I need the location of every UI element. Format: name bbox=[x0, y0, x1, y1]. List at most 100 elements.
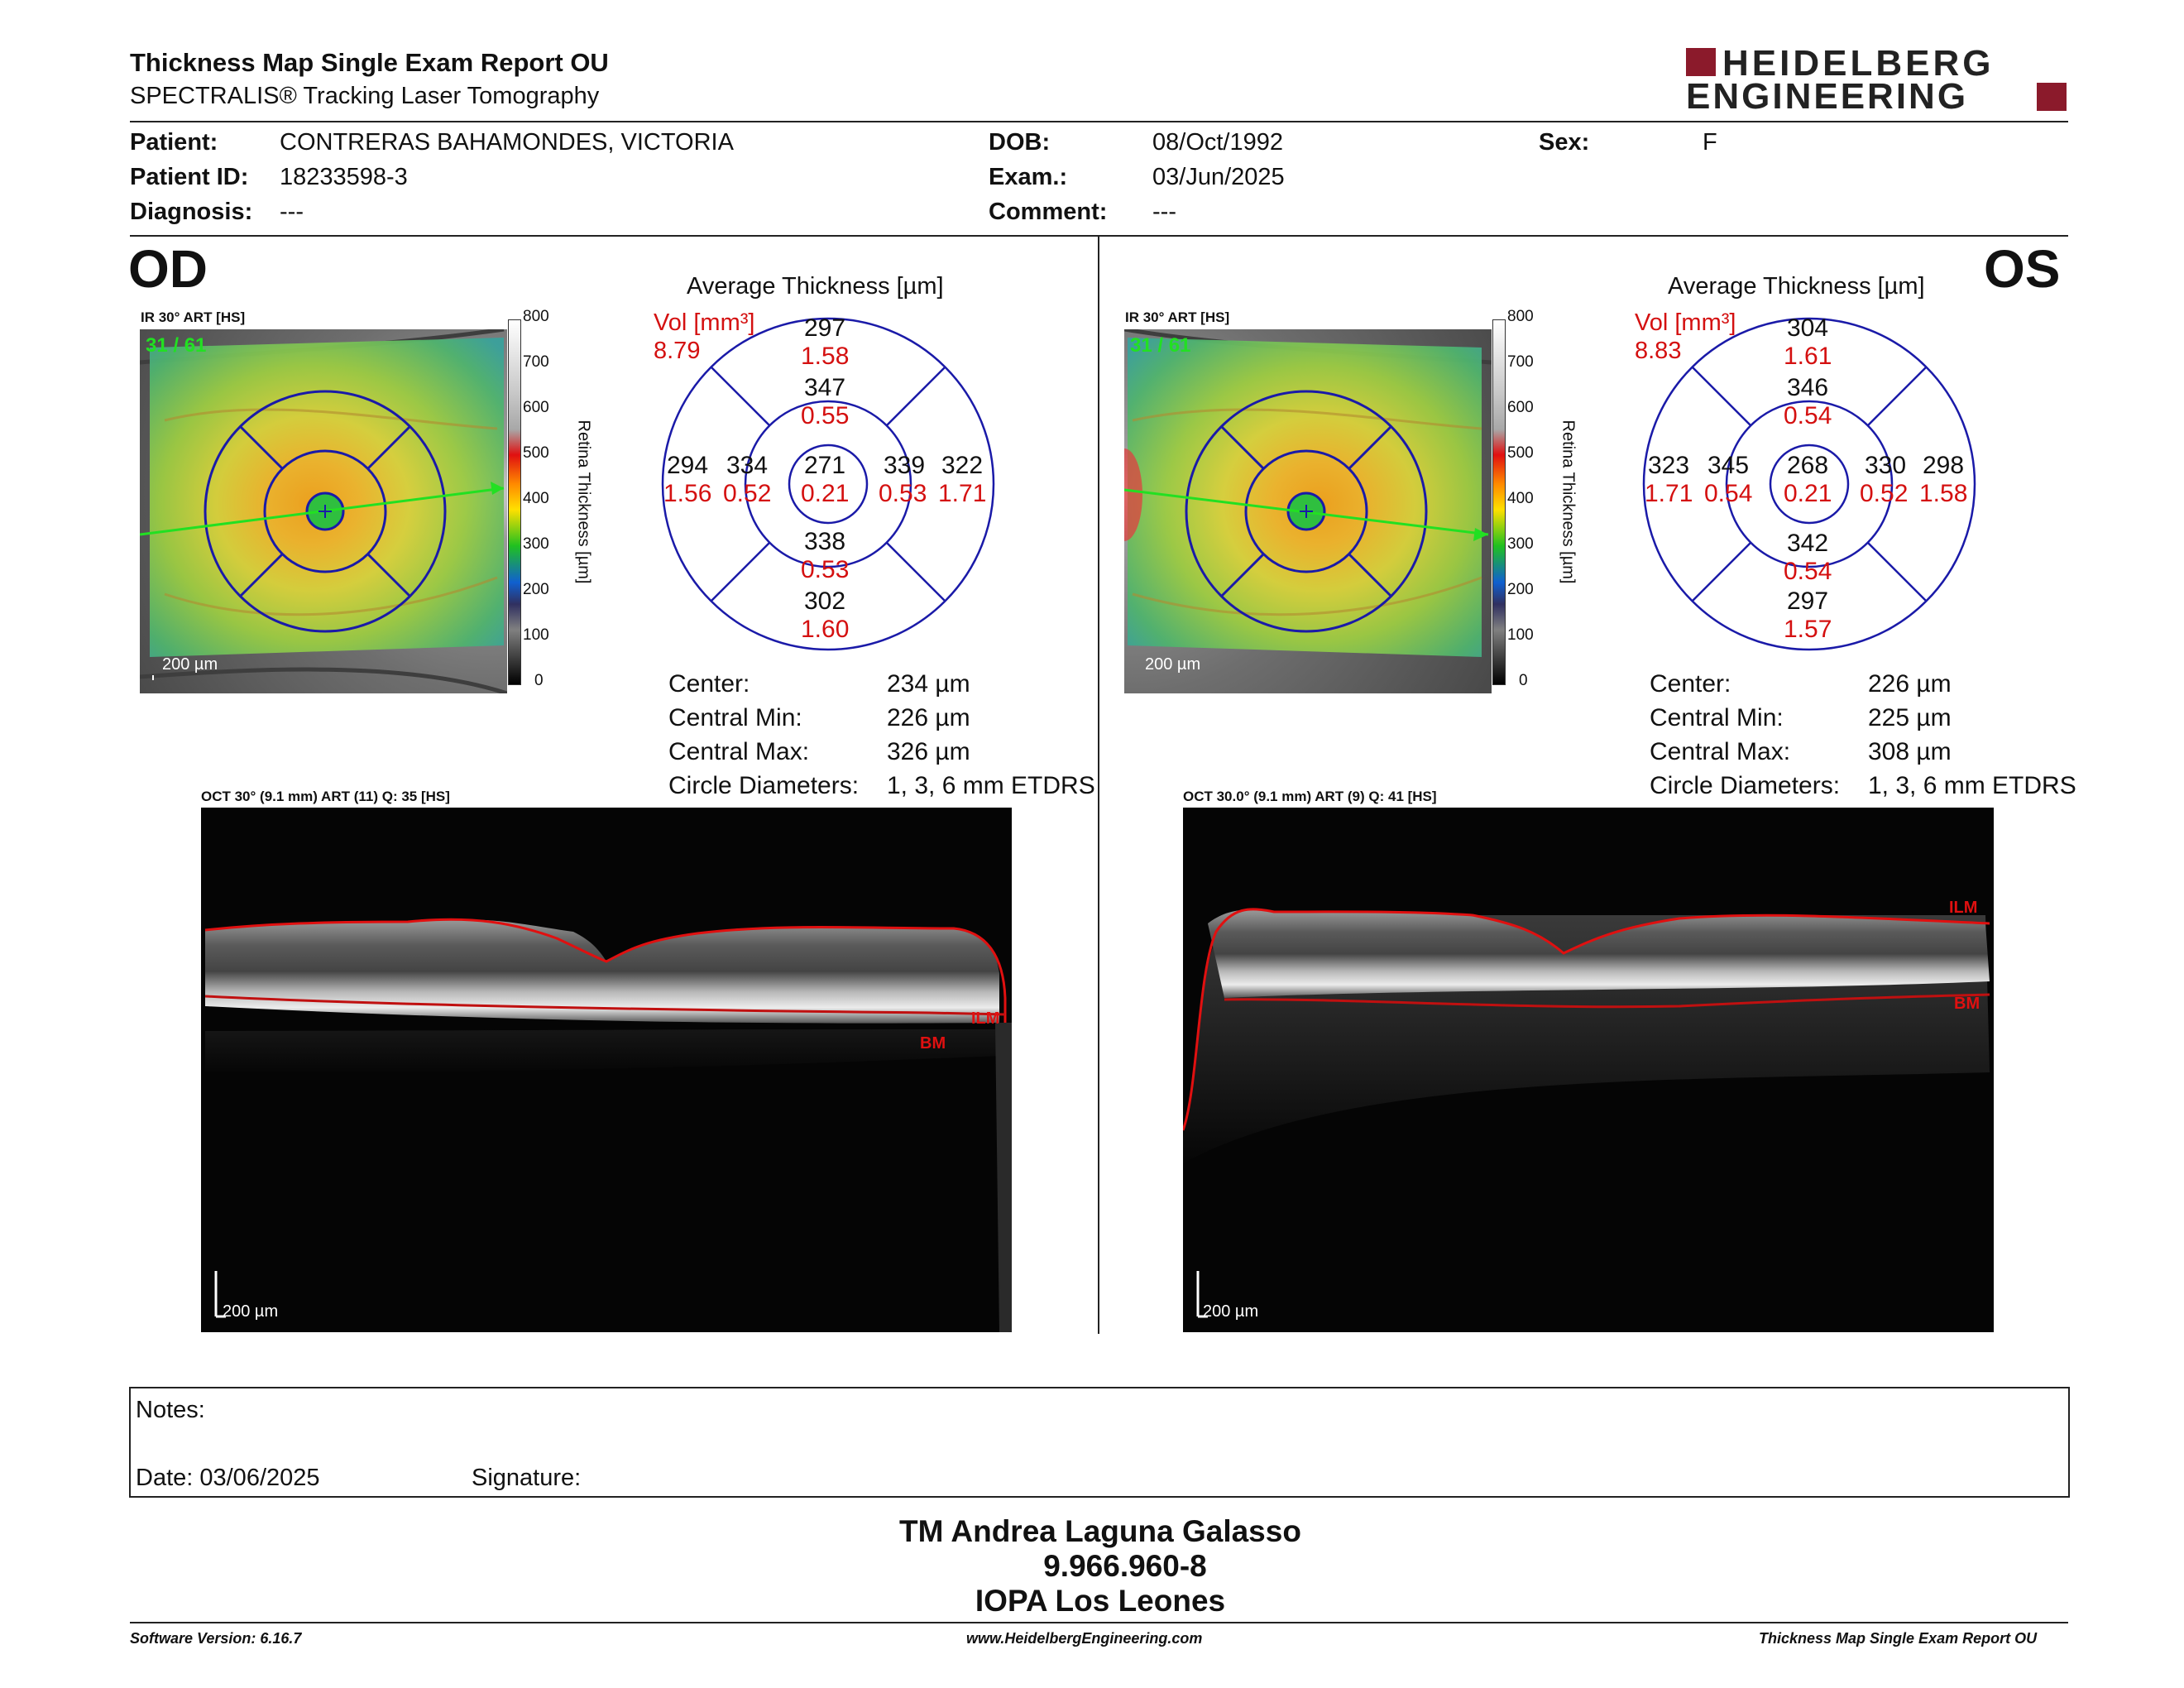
os-eye-label: OS bbox=[1984, 239, 2061, 299]
od-center-label: Center: bbox=[668, 670, 750, 698]
exam-value: 03/Jun/2025 bbox=[1152, 164, 1285, 190]
patient-label: Patient: bbox=[130, 129, 218, 156]
comment-label: Comment: bbox=[989, 199, 1108, 225]
tick-800: 800 bbox=[1507, 308, 1534, 325]
sex-label: Sex: bbox=[1539, 129, 1590, 156]
heidelberg-logo: HEIDELBERG ENGINEERING bbox=[1686, 43, 2067, 117]
os-diam-label: Circle Diameters: bbox=[1650, 772, 1841, 799]
od-min-value: 226 µm bbox=[887, 704, 970, 731]
os-outer-inf-t: 297 bbox=[1787, 587, 1829, 615]
od-inner-sup-t: 347 bbox=[804, 374, 846, 401]
tick-100: 100 bbox=[523, 626, 549, 644]
os-inner-inf-v: 0.54 bbox=[1784, 558, 1832, 585]
od-etdrs-grid bbox=[661, 317, 995, 651]
od-outer-sup-v: 1.58 bbox=[801, 343, 850, 370]
tick-600: 600 bbox=[1507, 399, 1534, 416]
center-divider bbox=[1098, 237, 1099, 1334]
os-map-scale: 200 µm bbox=[1145, 655, 1201, 674]
od-inner-left-v: 0.52 bbox=[723, 480, 772, 507]
od-outer-right-t: 322 bbox=[941, 452, 984, 479]
os-inner-sup-v: 0.54 bbox=[1784, 402, 1832, 429]
os-outer-right-v: 1.58 bbox=[1919, 480, 1968, 507]
od-outer-right-v: 1.71 bbox=[938, 480, 987, 507]
od-colorbar bbox=[508, 319, 521, 685]
os-colorbar-ticks: 800 700 600 500 400 300 200 100 0 bbox=[1507, 308, 1540, 689]
signer-name: TM Andrea Laguna Galasso bbox=[899, 1514, 1301, 1548]
od-ilm-label: ILM bbox=[971, 1009, 1000, 1028]
footer-divider bbox=[130, 1622, 2068, 1623]
tick-500: 500 bbox=[523, 444, 549, 462]
od-outer-left-t: 294 bbox=[667, 452, 709, 479]
os-bm-label: BM bbox=[1954, 995, 1980, 1013]
os-center-value: 226 µm bbox=[1868, 670, 1952, 698]
od-inner-left-t: 334 bbox=[726, 452, 769, 479]
os-vol-label: Vol [mm³] bbox=[1635, 309, 1736, 336]
od-vol-total: 8.79 bbox=[654, 338, 701, 364]
od-eye-label: OD bbox=[128, 239, 208, 299]
footer-report: Thickness Map Single Exam Report OU bbox=[1759, 1630, 2038, 1647]
logo-line1: HEIDELBERG bbox=[1722, 43, 1995, 84]
od-diam-label: Circle Diameters: bbox=[668, 772, 860, 799]
od-frame-counter: 31 / 61 bbox=[146, 334, 207, 357]
footer-website[interactable]: www.HeidelbergEngineering.com bbox=[966, 1630, 1203, 1647]
od-bm-label: BM bbox=[920, 1034, 946, 1053]
os-vol-total: 8.83 bbox=[1635, 338, 1682, 364]
dob-value: 08/Oct/1992 bbox=[1152, 129, 1283, 156]
os-oct-label: OCT 30.0° (9.1 mm) ART (9) Q: 41 [HS] bbox=[1183, 789, 1437, 804]
sex-value: F bbox=[1703, 129, 1717, 156]
od-inner-sup-v: 0.55 bbox=[801, 402, 850, 429]
logo-square-bottom bbox=[2037, 83, 2067, 111]
os-frame-counter: 31 / 61 bbox=[1130, 334, 1191, 357]
report-title: Thickness Map Single Exam Report OU bbox=[130, 48, 609, 77]
os-max-value: 308 µm bbox=[1868, 738, 1952, 765]
dob-label: DOB: bbox=[989, 129, 1051, 156]
od-oct-label: OCT 30° (9.1 mm) ART (11) Q: 35 [HS] bbox=[201, 789, 450, 804]
od-oct-bscan bbox=[201, 808, 1012, 1332]
tick-400: 400 bbox=[1507, 490, 1534, 507]
notes-box[interactable] bbox=[129, 1387, 2070, 1498]
od-center-t: 271 bbox=[804, 452, 846, 479]
od-max-label: Central Max: bbox=[668, 738, 810, 765]
tick-100: 100 bbox=[1507, 626, 1534, 644]
od-outer-inf-v: 1.60 bbox=[801, 616, 850, 643]
os-max-label: Central Max: bbox=[1650, 738, 1791, 765]
tick-700: 700 bbox=[1507, 353, 1534, 371]
report-subtitle: SPECTRALIS® Tracking Laser Tomography bbox=[130, 83, 600, 109]
od-center-v: 0.21 bbox=[801, 480, 850, 507]
od-diam-value: 1, 3, 6 mm ETDRS bbox=[887, 772, 1095, 799]
os-etdrs-grid bbox=[1642, 317, 1976, 651]
notes-date: Date: 03/06/2025 bbox=[136, 1465, 320, 1491]
od-outer-left-v: 1.56 bbox=[663, 480, 712, 507]
os-outer-inf-v: 1.57 bbox=[1784, 616, 1832, 643]
tick-300: 300 bbox=[523, 535, 549, 553]
footer-software: Software Version: 6.16.7 bbox=[130, 1630, 302, 1647]
notes-label: Notes: bbox=[136, 1397, 205, 1423]
od-inner-inf-t: 338 bbox=[804, 528, 846, 555]
os-inner-right-t: 330 bbox=[1865, 452, 1907, 479]
od-oct-scale: 200 µm bbox=[223, 1302, 279, 1321]
diagnosis-label: Diagnosis: bbox=[130, 199, 253, 225]
os-outer-left-v: 1.71 bbox=[1645, 480, 1693, 507]
od-center-value: 234 µm bbox=[887, 670, 970, 698]
od-inner-inf-v: 0.53 bbox=[801, 556, 850, 583]
os-oct-scale: 200 µm bbox=[1203, 1302, 1259, 1321]
exam-label: Exam.: bbox=[989, 164, 1068, 190]
patient-id: 18233598-3 bbox=[280, 164, 408, 190]
od-map-scale: 200 µm bbox=[162, 655, 218, 674]
patient-divider bbox=[130, 235, 2068, 237]
tick-200: 200 bbox=[1507, 581, 1534, 598]
os-outer-sup-v: 1.61 bbox=[1784, 343, 1832, 370]
os-inner-sup-t: 346 bbox=[1787, 374, 1829, 401]
os-outer-right-t: 298 bbox=[1923, 452, 1965, 479]
os-ilm-label: ILM bbox=[1949, 899, 1978, 917]
tick-800: 800 bbox=[523, 308, 549, 325]
os-diam-value: 1, 3, 6 mm ETDRS bbox=[1868, 772, 2076, 799]
od-ir-label: IR 30° ART [HS] bbox=[141, 309, 246, 325]
patient-id-label: Patient ID: bbox=[130, 164, 249, 190]
os-outer-left-t: 323 bbox=[1648, 452, 1690, 479]
tick-700: 700 bbox=[523, 353, 549, 371]
os-center-v: 0.21 bbox=[1784, 480, 1832, 507]
os-colorbar-label: Retina Thickness [µm] bbox=[1559, 420, 1578, 584]
tick-0: 0 bbox=[1519, 672, 1528, 689]
signer-institution: IOPA Los Leones bbox=[975, 1584, 1226, 1618]
